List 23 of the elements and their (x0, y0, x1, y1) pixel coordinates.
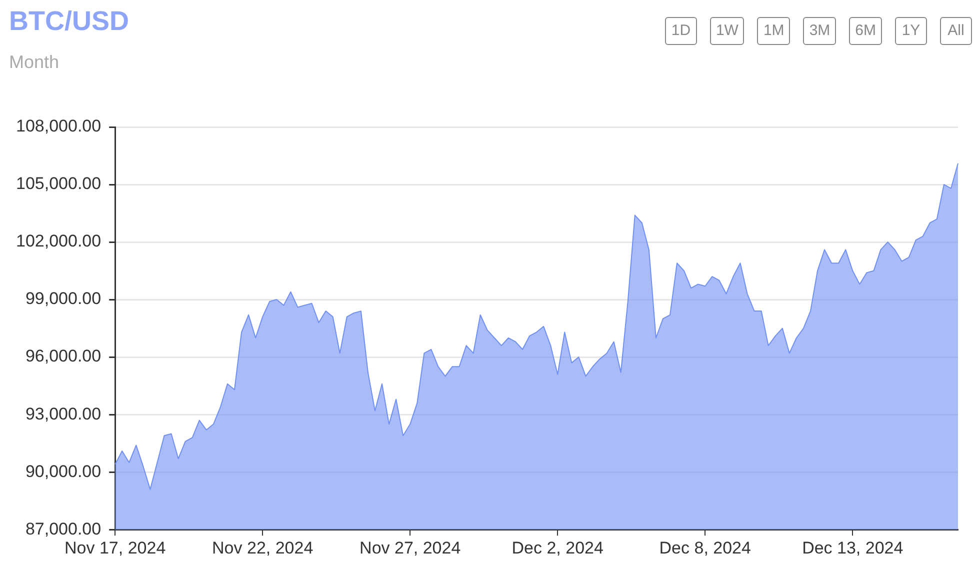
y-tick-label: 87,000.00 (25, 519, 102, 538)
x-tick-label: Dec 8, 2024 (659, 538, 751, 558)
x-tick-label: Nov 17, 2024 (64, 538, 166, 558)
x-tick-label: Dec 13, 2024 (802, 538, 904, 558)
x-tick-label: Dec 2, 2024 (512, 538, 604, 558)
y-tick-label: 108,000.00 (16, 116, 102, 136)
range-button: 3M (803, 17, 836, 45)
y-tick-label: 105,000.00 (16, 174, 102, 194)
range-button: 1D (664, 17, 697, 45)
range-button: All (940, 17, 972, 45)
x-tick-label: Nov 22, 2024 (212, 538, 314, 558)
y-tick-label: 99,000.00 (25, 289, 102, 308)
range-button: 1Y (895, 17, 927, 45)
range-button: 1W (710, 17, 744, 45)
y-tick-label: 96,000.00 (25, 346, 102, 366)
y-tick-label: 102,000.00 (16, 232, 102, 251)
chart-subtitle: Month (9, 52, 60, 73)
y-tick-label: 93,000.00 (25, 404, 102, 424)
range-button: 1M (757, 17, 790, 45)
x-tick-label: Nov 27, 2024 (360, 538, 461, 558)
range-button: 6M (849, 17, 882, 45)
y-tick-label: 90,000.00 (25, 462, 102, 481)
chart-title: BTC/USD (9, 6, 129, 37)
